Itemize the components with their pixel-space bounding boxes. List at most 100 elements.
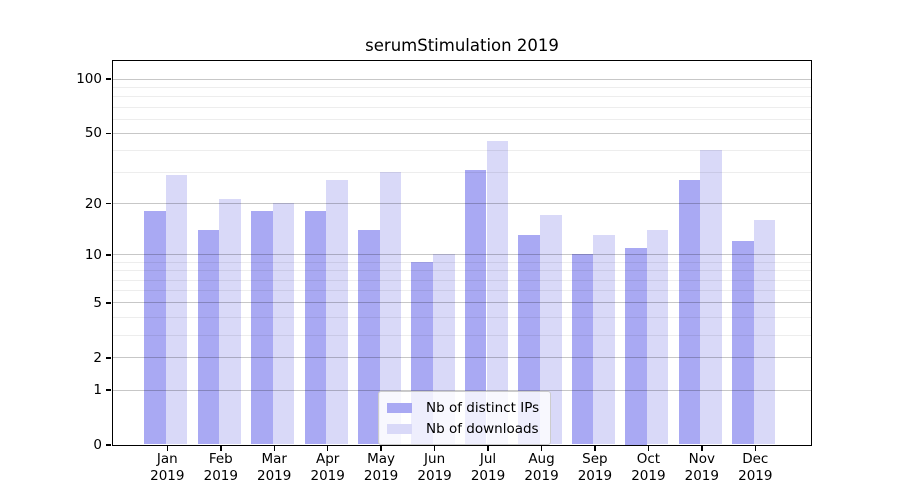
x-tick-mark (594, 446, 596, 451)
grid-line-major (112, 302, 811, 304)
grid-line-major (112, 132, 811, 134)
x-tick-label-oct: Oct 2019 (608, 451, 688, 484)
x-tick-mark (754, 446, 756, 451)
y-tick-label: 1 (93, 382, 102, 398)
x-tick-mark (701, 446, 703, 451)
bar-distinct-ips-nov (678, 180, 701, 445)
x-tick-label-apr: Apr 2019 (288, 451, 368, 484)
grid-line-minor (112, 172, 811, 174)
x-tick-mark (166, 446, 169, 451)
x-tick-label-may: May 2019 (341, 451, 421, 484)
grid-line-minor (112, 96, 811, 98)
grid-line-minor (112, 106, 811, 108)
x-tick-mark (273, 446, 275, 451)
x-tick-label-mar: Mar 2019 (234, 451, 314, 484)
grid-line-major (112, 203, 811, 205)
grid-line-minor (112, 316, 811, 318)
bar-downloads-oct (646, 229, 669, 445)
x-tick-label-jun: Jun 2019 (395, 451, 475, 484)
x-tick-mark (540, 446, 543, 451)
x-tick-year: 2019 (310, 467, 345, 484)
x-tick-mark (326, 446, 329, 451)
x-tick-label-nov: Nov 2019 (662, 451, 742, 484)
grid-line-minor (112, 86, 811, 88)
x-tick-year: 2019 (524, 467, 559, 484)
bar-downloads-aug (540, 215, 562, 445)
grid-line-minor (112, 118, 811, 120)
legend-label-distinct-ips: Nb of distinct IPs (426, 399, 540, 416)
bar-distinct-ips-may (358, 229, 380, 445)
y-tick-mark (106, 357, 111, 359)
grid-line-major (112, 254, 811, 256)
x-tick-label-dec: Dec 2019 (715, 451, 795, 484)
legend-item-distinct-ips: Nb of distinct IPs (387, 397, 539, 418)
legend-label-downloads: Nb of downloads (426, 420, 539, 437)
x-tick-year: 2019 (738, 467, 773, 484)
bar-distinct-ips-sep (571, 254, 594, 445)
x-tick-month: Sep (582, 451, 608, 467)
x-tick-year: 2019 (150, 467, 185, 484)
bar-distinct-ips-feb (197, 229, 220, 445)
plot-area (111, 59, 812, 446)
bar-downloads-mar (272, 203, 295, 445)
legend: Nb of distinct IPs Nb of downloads (378, 391, 552, 445)
grid-line-major (112, 389, 811, 391)
y-tick-label: 50 (84, 125, 102, 142)
y-tick-mark (106, 132, 111, 134)
x-tick-year: 2019 (417, 467, 452, 484)
x-tick-label-feb: Feb 2019 (181, 451, 261, 484)
bar-distinct-ips-jul (464, 169, 487, 445)
x-tick-year: 2019 (631, 467, 666, 484)
y-tick-label: 5 (93, 294, 102, 311)
x-tick-month: Apr (316, 451, 340, 467)
y-tick-label: 0 (93, 437, 102, 453)
y-tick-mark (106, 302, 111, 304)
grid-line-minor (112, 279, 811, 281)
x-tick-month: Nov (688, 451, 715, 467)
bar-downloads-apr (326, 180, 348, 445)
bar-downloads-dec (753, 219, 776, 445)
x-tick-month: Aug (528, 451, 555, 467)
y-tick-mark (106, 254, 111, 256)
bar-distinct-ips-oct (625, 247, 647, 445)
bar-downloads-jan (165, 174, 188, 445)
y-tick-mark (106, 78, 111, 80)
bar-distinct-ips-apr (304, 211, 327, 445)
legend-swatch-ips-icon (387, 402, 412, 413)
x-tick-month: Mar (261, 451, 287, 467)
y-tick-label: 100 (76, 71, 102, 88)
y-tick-label: 20 (84, 195, 102, 212)
x-tick-month: Dec (742, 451, 769, 467)
x-tick-month: Oct (636, 451, 661, 467)
legend-item-downloads: Nb of downloads (387, 418, 539, 439)
y-tick-mark (106, 444, 111, 446)
x-tick-month: Jun (424, 451, 446, 467)
bar-distinct-ips-dec (732, 241, 754, 445)
x-tick-month: Feb (208, 451, 233, 467)
x-tick-mark (220, 446, 222, 451)
x-tick-mark (433, 446, 436, 451)
x-tick-label-sep: Sep 2019 (555, 451, 635, 484)
x-tick-label-aug: Aug 2019 (502, 451, 582, 484)
x-tick-mark (487, 446, 489, 451)
x-tick-mark (380, 446, 382, 451)
grid-line-minor (112, 334, 811, 336)
x-tick-year: 2019 (203, 467, 238, 484)
x-tick-year: 2019 (470, 467, 506, 484)
x-tick-year: 2019 (684, 467, 719, 484)
x-tick-year: 2019 (363, 467, 399, 484)
grid-line-minor (112, 290, 811, 292)
x-tick-label-jan: Jan 2019 (127, 451, 207, 484)
x-tick-month: Jan (156, 451, 178, 467)
legend-swatch-downloads-icon (387, 423, 412, 434)
bar-distinct-ips-mar (251, 211, 273, 445)
y-tick-mark (106, 389, 111, 391)
bar-distinct-ips-jan (144, 211, 166, 445)
bar-downloads-jul (486, 141, 509, 445)
bar-downloads-feb (219, 199, 241, 445)
grid-layer (112, 61, 811, 445)
grid-line-minor (112, 261, 811, 263)
y-tick-label: 10 (84, 246, 102, 263)
x-tick-year: 2019 (577, 467, 613, 484)
x-tick-month: Jul (479, 451, 497, 467)
